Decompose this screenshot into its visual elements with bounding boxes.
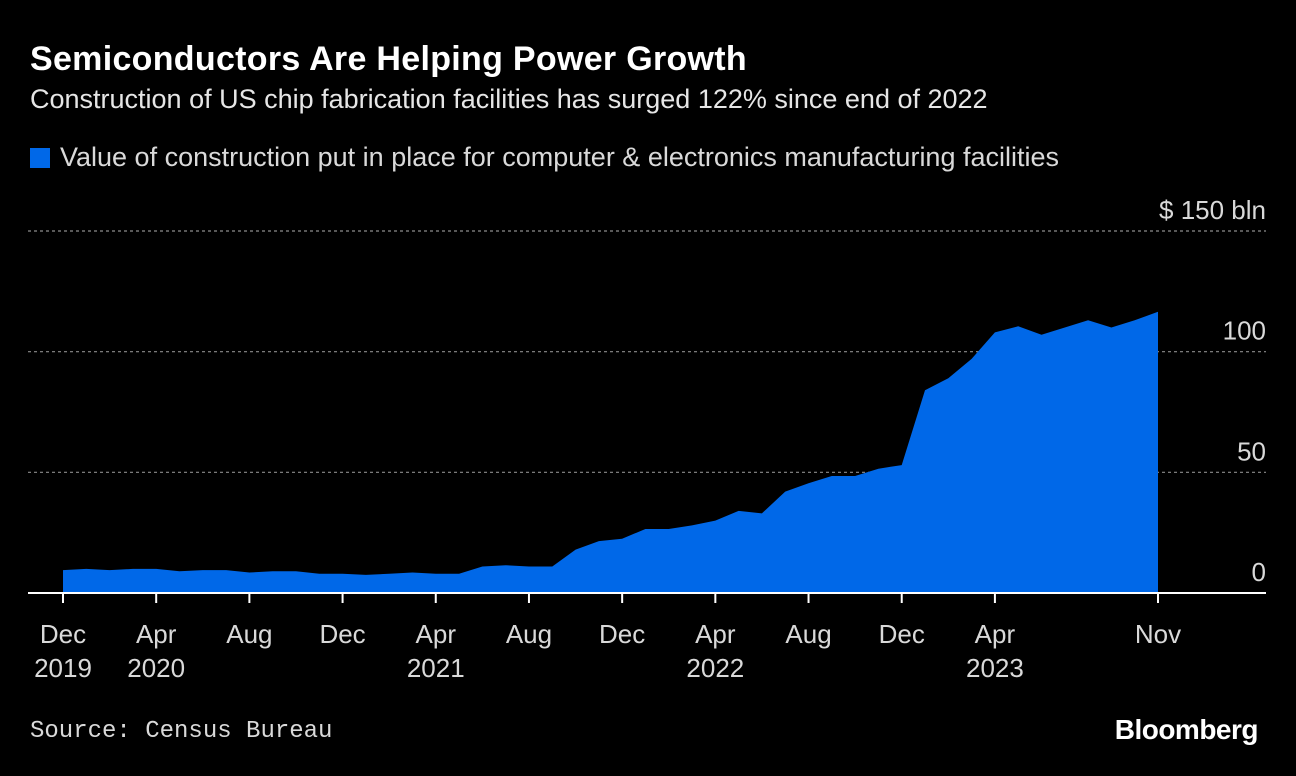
source-note: Source: Census Bureau	[30, 718, 333, 745]
legend: Value of construction put in place for c…	[30, 142, 1059, 173]
x-tick-month-1: Apr	[136, 619, 177, 649]
area-series	[63, 311, 1158, 593]
x-tick-month-0: Dec	[40, 619, 86, 649]
x-tick-month-7: Apr	[695, 619, 736, 649]
x-tick-month-5: Aug	[506, 619, 552, 649]
chart-subtitle: Construction of US chip fabrication faci…	[30, 84, 988, 114]
x-tick-year-4: 2021	[407, 653, 465, 683]
y-tick-label-1: 100	[1223, 316, 1266, 346]
x-tick-month-8: Aug	[785, 619, 831, 649]
y-tick-label-3: 0	[1252, 557, 1266, 587]
legend-swatch	[30, 147, 50, 168]
bloomberg-logo: Bloomberg	[1114, 714, 1259, 745]
x-axis-labels: Dec 2019 Apr 2020 Aug Dec Apr 2021 Aug Dec Apr 2022…	[34, 619, 1181, 683]
x-tick-year-10: 2023	[966, 653, 1024, 683]
y-tick-label-2: 50	[1237, 436, 1266, 466]
y-axis-labels: $ 150 bln 100 50 0	[1159, 195, 1266, 587]
x-axis	[28, 592, 1266, 603]
grid-lines	[28, 230, 1266, 473]
x-tick-month-3: Dec	[319, 619, 365, 649]
x-tick-month-6: Dec	[599, 619, 645, 649]
x-tick-month-4: Apr	[416, 619, 457, 649]
legend-label: Value of construction put in place for c…	[60, 142, 1059, 172]
chart-title: Semiconductors Are Helping Power Growth	[30, 40, 747, 78]
area-series-fill	[63, 311, 1158, 593]
x-tick-year-0: 2019	[34, 653, 92, 683]
x-tick-month-10: Apr	[975, 619, 1016, 649]
x-tick-month-2: Aug	[226, 619, 272, 649]
y-tick-label-0: $ 150 bln	[1159, 195, 1266, 225]
x-tick-year-1: 2020	[127, 653, 185, 683]
x-tick-year-7: 2022	[686, 653, 744, 683]
x-tick-month-11: Nov	[1135, 619, 1181, 649]
x-tick-month-9: Dec	[879, 619, 925, 649]
